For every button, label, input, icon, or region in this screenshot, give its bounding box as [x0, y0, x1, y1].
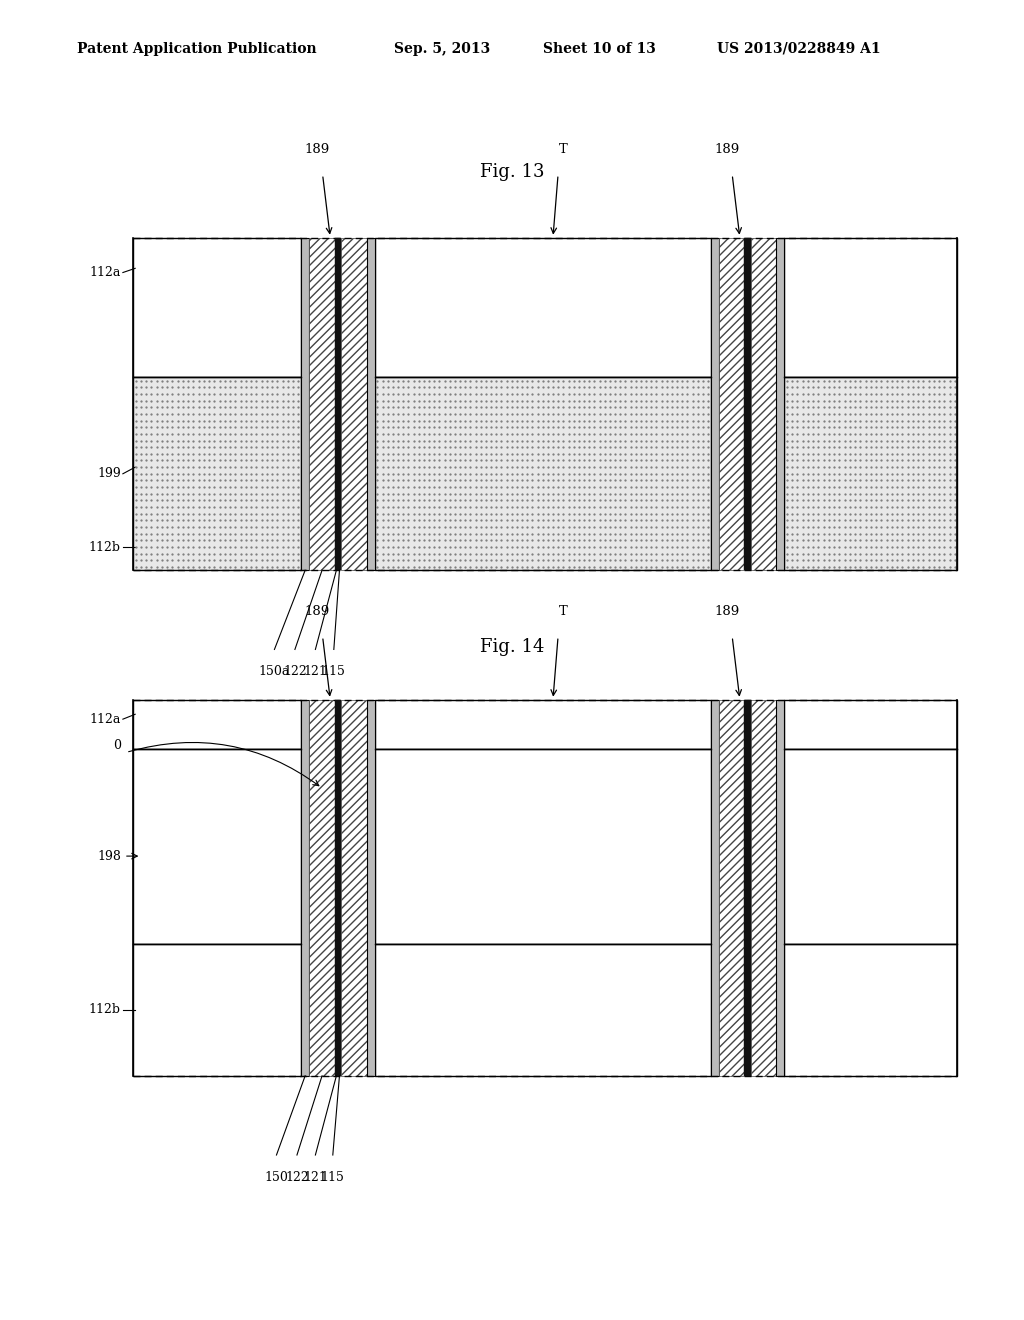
Bar: [375, 378, 711, 570]
Bar: [751, 700, 776, 1076]
Text: 0: 0: [113, 739, 121, 752]
Bar: [367, 238, 375, 570]
Bar: [301, 700, 309, 1076]
Text: Fig. 13: Fig. 13: [480, 162, 544, 181]
Text: 121: 121: [303, 1171, 328, 1184]
Bar: [711, 238, 719, 570]
Text: 122: 122: [285, 1171, 309, 1184]
Bar: [711, 700, 719, 1076]
Bar: [784, 238, 957, 378]
Bar: [776, 700, 784, 1076]
Bar: [375, 944, 711, 1076]
Text: 112b: 112b: [89, 541, 121, 553]
Text: 115: 115: [321, 1171, 345, 1184]
Text: 112a: 112a: [89, 267, 121, 279]
Text: T: T: [559, 605, 567, 618]
Bar: [375, 238, 711, 378]
Text: 112b: 112b: [89, 1003, 121, 1016]
Bar: [776, 238, 784, 570]
Bar: [367, 700, 375, 1076]
Bar: [341, 238, 367, 570]
Text: 189: 189: [305, 143, 330, 156]
Bar: [133, 378, 301, 570]
Bar: [744, 238, 748, 570]
Text: 189: 189: [715, 143, 739, 156]
Text: US 2013/0228849 A1: US 2013/0228849 A1: [717, 42, 881, 55]
Bar: [744, 700, 748, 1076]
Bar: [309, 700, 335, 1076]
Text: 150: 150: [264, 1171, 289, 1184]
Bar: [748, 238, 751, 570]
Bar: [309, 238, 335, 570]
Text: 150a: 150a: [259, 665, 290, 678]
Bar: [133, 748, 301, 944]
Bar: [133, 700, 301, 748]
Text: Sheet 10 of 13: Sheet 10 of 13: [543, 42, 655, 55]
Bar: [375, 748, 711, 944]
Text: 115: 115: [322, 665, 346, 678]
Bar: [751, 238, 776, 570]
Bar: [335, 700, 338, 1076]
Bar: [338, 700, 341, 1076]
Text: 112a: 112a: [89, 713, 121, 726]
Bar: [133, 238, 301, 378]
Text: Patent Application Publication: Patent Application Publication: [77, 42, 316, 55]
Text: 189: 189: [715, 605, 739, 618]
Bar: [784, 700, 957, 748]
Bar: [341, 700, 367, 1076]
Bar: [301, 238, 309, 570]
Bar: [719, 700, 744, 1076]
Text: 198: 198: [97, 850, 121, 862]
Bar: [133, 944, 301, 1076]
Text: Fig. 14: Fig. 14: [480, 638, 544, 656]
Text: 199: 199: [97, 467, 121, 480]
Text: Sep. 5, 2013: Sep. 5, 2013: [394, 42, 490, 55]
Text: 189: 189: [305, 605, 330, 618]
Bar: [375, 700, 711, 748]
Bar: [748, 700, 751, 1076]
Bar: [335, 238, 338, 570]
Bar: [784, 944, 957, 1076]
Bar: [784, 748, 957, 944]
Text: 121: 121: [303, 665, 328, 678]
Bar: [719, 238, 744, 570]
Text: T: T: [559, 143, 567, 156]
Text: 122: 122: [283, 665, 307, 678]
Bar: [784, 378, 957, 570]
Bar: [338, 238, 341, 570]
